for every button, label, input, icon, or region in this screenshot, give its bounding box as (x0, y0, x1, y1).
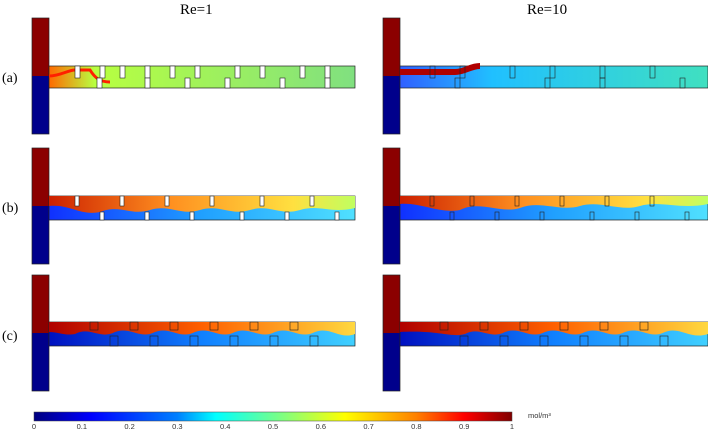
column-header-re10: Re=10 (527, 2, 567, 18)
colorbar-tick-label: 0.5 (268, 422, 278, 430)
colorbar-gradient (33, 411, 513, 422)
colorbar-tick-label: 0.3 (172, 422, 182, 430)
colorbar-tick-label: 0.2 (124, 422, 134, 430)
panel-a-re10 (382, 17, 708, 135)
colorbar-tick-label: 0 (32, 422, 36, 430)
colorbar-ticks: 0 0.1 0.2 0.3 0.4 0.5 0.6 0.7 0.8 0.9 1 (32, 422, 514, 430)
colorbar-tick-label: 0.7 (363, 422, 373, 430)
colorbar-tick-label: 0.9 (459, 422, 469, 430)
panel-b-re10 (382, 147, 708, 265)
panel-c-re1 (31, 274, 356, 392)
colorbar-tick-label: 0.4 (220, 422, 230, 430)
panel-c-re10 (382, 274, 708, 392)
colorbar-tick-label: 0.8 (411, 422, 421, 430)
colorbar-tick-label: 1 (510, 422, 514, 430)
row-label-c: (c) (2, 329, 18, 344)
colorbar-tick-label: 0.1 (77, 422, 87, 430)
row-label-b: (b) (2, 201, 19, 216)
panel-b-re1 (31, 147, 356, 265)
colorbar-unit: mol/m³ (528, 411, 551, 420)
column-header-re1: Re=1 (180, 2, 213, 18)
panel-a-re1 (31, 17, 356, 135)
row-label-a: (a) (2, 71, 18, 86)
colorbar-tick-label: 0.6 (316, 422, 326, 430)
colorbar: 0 0.1 0.2 0.3 0.4 0.5 0.6 0.7 0.8 0.9 1 mol/m³ (32, 411, 552, 430)
